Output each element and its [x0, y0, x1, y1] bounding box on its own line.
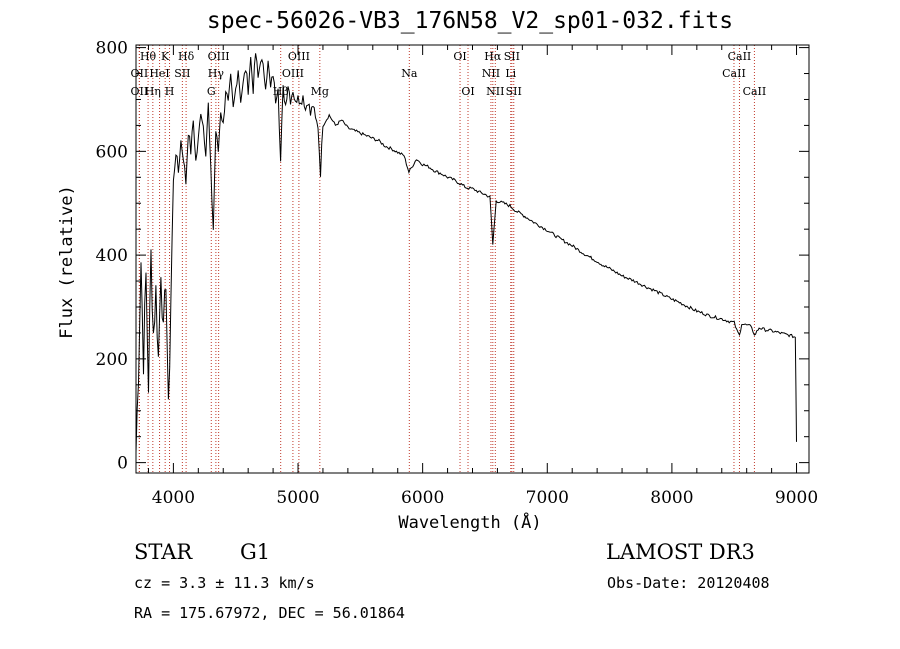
line-marker-label: HeI [149, 67, 169, 80]
y-tick-label: 200 [96, 350, 128, 370]
line-marker-label: H [165, 85, 175, 98]
object-subclass: G1 [240, 540, 271, 564]
y-tick-label: 600 [96, 142, 128, 162]
line-marker-label: OI [461, 85, 474, 98]
line-marker-label: Mg [311, 85, 329, 98]
line-marker-label: OIII [288, 50, 310, 63]
x-tick-label: 5000 [276, 488, 319, 508]
tick-labels: 4000 5000 6000 7000 8000 9000 0 200 400 600 800 [96, 39, 819, 508]
x-tick-label: 4000 [152, 488, 195, 508]
line-marker-label: Hδ [178, 50, 195, 63]
chart-title: spec-56026-VB3_176N58_V2_sp01-032.fits [206, 8, 734, 34]
x-axis-label: Wavelength (Å) [398, 511, 541, 533]
coordinates: RA = 175.67972, DEC = 56.01864 [134, 604, 405, 622]
line-marker-label: K [161, 50, 170, 63]
line-marker-label: CaII [728, 50, 752, 63]
spectrum-line [135, 53, 797, 453]
line-marker-label: Na [401, 67, 418, 80]
plot-frame [135, 44, 810, 474]
x-tick-label: 9000 [775, 488, 818, 508]
line-marker-label: Li [505, 67, 516, 80]
line-marker-label: OIII [282, 67, 304, 80]
line-marker-label: Hγ [208, 67, 225, 80]
line-marker-label: OII [131, 67, 149, 80]
x-tick-label: 8000 [650, 488, 693, 508]
survey-name: LAMOST DR3 [606, 540, 755, 564]
x-tick-label: 6000 [401, 488, 444, 508]
y-tick-label: 0 [117, 454, 128, 474]
line-marker-label: OI [453, 50, 466, 63]
line-marker-label: NII [482, 67, 500, 80]
y-axis-label: Flux (relative) [57, 185, 77, 339]
line-marker-label: NII [486, 85, 504, 98]
line-marker-label: Hβ [273, 85, 289, 98]
y-tick-label: 400 [96, 246, 128, 266]
line-marker-label: Hη [145, 85, 161, 98]
x-tick-label: 7000 [526, 488, 569, 508]
line-marker-label: OIII [208, 50, 230, 63]
y-tick-label: 800 [96, 39, 128, 59]
line-marker-label: Hθ [140, 50, 157, 63]
object-class: STAR [134, 540, 193, 564]
emission-line-labels: HθOIIOIIHηHeIKHSIIHδGHγOIIIHβOIIIOIIIMgN… [131, 50, 767, 98]
line-marker-label: Hα [484, 50, 502, 63]
line-marker-label: OII [131, 85, 149, 98]
line-marker-label: SII [506, 85, 522, 98]
axis-ticks [136, 45, 809, 473]
line-marker-label: CaII [722, 67, 746, 80]
line-marker-label: SII [174, 67, 190, 80]
line-marker-label: CaII [743, 85, 767, 98]
observation-date: Obs-Date: 20120408 [607, 574, 770, 592]
redshift-value: cz = 3.3 ± 11.3 km/s [134, 574, 315, 592]
line-marker-label: SII [504, 50, 520, 63]
line-marker-label: G [207, 85, 216, 98]
emission-line-markers [138, 45, 755, 473]
